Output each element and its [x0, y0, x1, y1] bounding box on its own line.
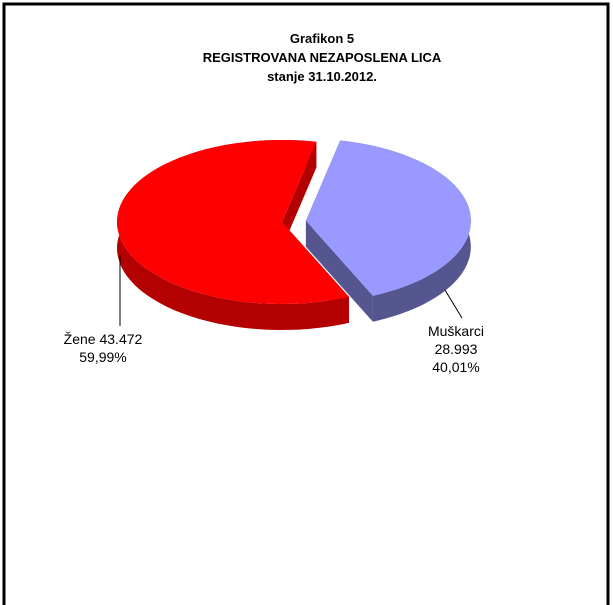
slice-side	[117, 140, 349, 330]
slice-cut-face	[282, 141, 317, 248]
slice	[305, 140, 471, 296]
slice	[117, 140, 349, 304]
leader-line	[444, 289, 463, 319]
data-label-line: 59,99%	[79, 349, 126, 365]
data-label-line: 28.993	[435, 341, 478, 357]
slice-cut-face	[305, 220, 373, 322]
data-label: Žene 43.472 59,99%	[64, 331, 143, 365]
chart-title: Grafikon 5	[290, 31, 354, 46]
chart-subtitle: REGISTROVANA NEZAPOSLENA LICA	[203, 50, 442, 65]
chart-date: stanje 31.10.2012.	[267, 69, 377, 84]
data-label-line: 40,01%	[432, 359, 479, 375]
data-label-line: 43.472	[99, 331, 142, 347]
data-label-line: Muškarci	[428, 323, 484, 339]
data-label-line: Žene	[64, 331, 96, 347]
data-label: Muškarci 28.993 40,01%	[428, 323, 484, 375]
